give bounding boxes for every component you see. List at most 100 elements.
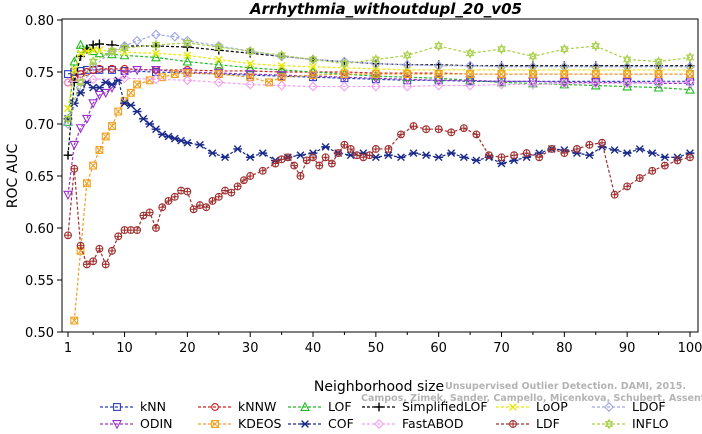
- x-tick-label-3: 30: [242, 341, 259, 356]
- point-ldf-15: [158, 203, 167, 212]
- point-kdeos-0: [70, 316, 79, 325]
- x-tick-label-0: 1: [64, 341, 72, 356]
- point-loop-12: [277, 61, 286, 70]
- point-cof-10: [126, 101, 136, 110]
- point-kdeos-20: [340, 70, 349, 79]
- point-fastabod-4: [150, 74, 161, 85]
- point-inflo-1: [76, 76, 85, 88]
- point-cof-13: [145, 120, 155, 128]
- point-cof-44: [497, 159, 506, 168]
- point-simplifiedlof-4: [88, 40, 98, 50]
- point-ldof-7: [169, 31, 180, 42]
- point-fastabod-2: [88, 74, 99, 85]
- point-cof-50: [572, 149, 582, 158]
- point-cof-28: [296, 151, 305, 160]
- point-ldf-19: [183, 187, 192, 196]
- legend-item-ldf: LDF: [496, 416, 560, 431]
- point-odin-2: [75, 124, 86, 134]
- legend-marker-knnw: [211, 403, 219, 411]
- point-kdeos-27: [560, 70, 569, 79]
- point-inflo-19: [591, 40, 600, 52]
- point-simplifiedlof-5: [95, 39, 104, 49]
- point-fastabod-18: [590, 78, 601, 89]
- point-ldf-51: [422, 125, 431, 134]
- point-ldf-64: [585, 140, 594, 149]
- point-ldf-11: [133, 226, 142, 235]
- point-loop-11: [246, 59, 255, 68]
- y-tick-label-6: 0.80: [25, 14, 54, 29]
- point-cof-22: [220, 153, 230, 162]
- legend-item-kdeos: KDEOS: [198, 416, 282, 431]
- point-cof-19: [182, 138, 192, 147]
- point-odin-20: [465, 76, 476, 86]
- point-ldf-68: [635, 174, 644, 183]
- point-lof-8: [151, 52, 161, 62]
- legend-label-knnw: kNNW: [238, 399, 276, 414]
- x-axis-label: Neighborhood size: [314, 379, 444, 395]
- point-fastabod-3: [119, 73, 130, 84]
- point-ldf-59: [522, 149, 531, 158]
- point-cof-1: [69, 99, 79, 108]
- point-inflo-16: [497, 43, 506, 55]
- point-ldf-49: [397, 130, 405, 139]
- point-ldf-36: [302, 156, 311, 165]
- point-kdeos-28: [591, 70, 600, 79]
- point-inflo-11: [340, 58, 349, 70]
- point-cof-30: [321, 142, 330, 151]
- point-ldf-50: [409, 122, 418, 131]
- point-ldf-6: [101, 260, 110, 269]
- legend-label-cof: COF: [328, 416, 354, 431]
- point-cof-56: [647, 149, 657, 158]
- point-fastabod-10: [339, 81, 350, 92]
- point-ldf-4: [89, 257, 98, 266]
- point-ldof-5: [132, 35, 143, 46]
- point-cof-53: [610, 146, 620, 154]
- point-inflo-7: [214, 41, 223, 53]
- point-ldf-16: [164, 197, 173, 205]
- point-kdeos-4: [95, 146, 104, 154]
- point-ldf-5: [95, 244, 104, 253]
- point-simplifiedlof-0: [63, 150, 73, 160]
- legend: kNN kNNW LOF SimplifiedLOF LoOP LDOF ODIN KDEOS…: [100, 399, 669, 431]
- point-ldf-37: [309, 153, 317, 162]
- point-cof-38: [421, 151, 431, 160]
- y-tick-label-2: 0.60: [25, 222, 54, 237]
- point-ldf-67: [623, 182, 632, 191]
- point-ldf-41: [334, 149, 343, 158]
- point-inflo-21: [654, 56, 663, 68]
- point-cof-35: [384, 151, 393, 160]
- point-ldof-15: [402, 59, 413, 70]
- point-ldf-53: [447, 128, 456, 137]
- point-ldf-47: [371, 145, 380, 153]
- point-ldf-42: [340, 140, 349, 149]
- point-cof-59: [685, 149, 695, 158]
- point-fastabod-14: [465, 80, 476, 91]
- point-ldf-30: [258, 166, 267, 175]
- point-ldf-71: [673, 156, 682, 165]
- series-line-loop: [67, 49, 690, 109]
- point-ldof-16: [433, 60, 444, 71]
- point-kdeos-21: [371, 70, 380, 79]
- point-cof-25: [258, 149, 268, 158]
- legend-label-simplifiedlof: SimplifiedLOF: [402, 399, 488, 414]
- point-ldf-46: [365, 151, 374, 160]
- point-cof-39: [434, 153, 444, 162]
- point-ldf-28: [239, 176, 248, 185]
- series-inflo: [63, 37, 695, 125]
- point-cof-7: [107, 80, 117, 89]
- point-lof-25: [685, 84, 695, 94]
- point-ldf-66: [610, 190, 619, 199]
- y-axis-label: ROC AUC: [5, 143, 21, 208]
- point-odin-19: [433, 76, 444, 86]
- y-tick-label-4: 0.70: [25, 118, 54, 133]
- point-ldf-17: [170, 192, 179, 201]
- point-ldof-1: [75, 82, 86, 93]
- point-ldf-23: [208, 197, 217, 205]
- point-lof-16: [402, 71, 413, 82]
- point-odin-5: [94, 90, 105, 101]
- watermark-line-2: Campos, Zimek, Sander, Campello, Micenko…: [361, 393, 702, 404]
- point-inflo-2: [88, 56, 98, 68]
- legend-marker-inflo: [604, 418, 614, 430]
- point-ldf-62: [560, 149, 569, 158]
